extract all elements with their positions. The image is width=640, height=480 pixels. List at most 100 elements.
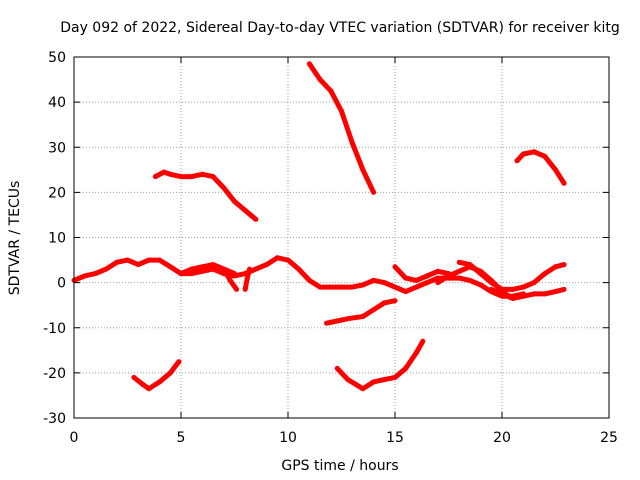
data-point — [131, 374, 137, 380]
x-tick-label: 10 — [279, 430, 297, 446]
data-point — [403, 365, 409, 371]
x-tick-label: 5 — [177, 430, 186, 446]
data-point — [253, 216, 259, 222]
y-tick-label: 10 — [48, 231, 66, 247]
data-point — [542, 271, 548, 277]
series-layer — [71, 61, 567, 392]
data-point — [334, 318, 340, 324]
data-point — [178, 174, 184, 180]
y-tick-label: -10 — [43, 321, 66, 337]
data-point — [392, 374, 398, 380]
data-point — [140, 381, 145, 387]
x-tick-label: 25 — [600, 430, 618, 446]
y-tick-label: 50 — [48, 50, 66, 66]
y-tick-label: -30 — [43, 411, 66, 427]
series-arc-7 — [458, 259, 565, 292]
x-tick-label: 15 — [386, 430, 404, 446]
data-point — [403, 289, 409, 295]
data-point — [92, 271, 98, 277]
data-point — [488, 286, 494, 292]
data-point — [392, 284, 398, 290]
data-point — [542, 153, 548, 159]
data-point — [253, 266, 259, 272]
data-point — [114, 259, 120, 265]
data-point — [146, 386, 152, 392]
data-point — [456, 275, 462, 281]
data-point — [531, 280, 537, 286]
data-point — [424, 280, 430, 286]
data-point — [242, 207, 248, 213]
x-tick-label: 0 — [70, 430, 79, 446]
data-point — [242, 286, 248, 292]
chart-title: Day 092 of 2022, Sidereal Day-to-day VTE… — [60, 20, 620, 36]
data-point — [135, 262, 141, 268]
y-tick-label: 40 — [48, 95, 66, 111]
data-point — [371, 307, 377, 313]
tick-labels: 0 5 10 15 20 25 -30 -20 -10 0 10 20 30 40 50 — [43, 50, 618, 446]
data-point — [167, 264, 173, 270]
data-point — [542, 291, 548, 297]
data-point — [514, 158, 520, 164]
data-point — [435, 268, 441, 274]
data-point — [210, 262, 216, 268]
data-point — [227, 277, 233, 283]
data-point — [371, 277, 377, 283]
data-point — [371, 189, 377, 195]
data-point — [381, 377, 387, 383]
data-point — [561, 286, 567, 292]
data-point — [324, 320, 329, 326]
data-point — [520, 284, 526, 290]
data-point — [467, 262, 473, 268]
data-point — [392, 264, 398, 270]
data-point — [349, 140, 355, 146]
y-tick-label: -20 — [43, 366, 66, 382]
data-point — [176, 359, 182, 365]
data-point — [553, 167, 558, 173]
data-point — [157, 257, 163, 263]
data-point — [264, 262, 270, 268]
data-point — [189, 174, 195, 180]
y-axis-label: SDTVAR / TECUs — [7, 181, 23, 296]
data-point — [561, 262, 567, 268]
data-point — [234, 286, 240, 292]
data-point — [178, 271, 184, 277]
data-point — [456, 259, 462, 265]
data-point — [478, 282, 484, 288]
data-point — [161, 169, 167, 175]
data-point — [413, 277, 419, 283]
data-point — [561, 180, 567, 186]
series-arc-11 — [515, 149, 567, 185]
data-point — [285, 257, 291, 263]
data-point — [349, 284, 355, 290]
y-tick-label: 30 — [48, 140, 66, 156]
data-point — [456, 268, 462, 274]
x-axis-label: GPS time / hours — [281, 458, 398, 474]
data-point — [167, 171, 173, 177]
series-arc-13 — [335, 340, 425, 392]
data-point — [328, 284, 334, 290]
data-point — [232, 273, 237, 279]
series-arc-1 — [73, 257, 192, 283]
data-point — [317, 77, 323, 83]
data-point — [210, 266, 216, 272]
y-tick-label: 20 — [48, 185, 66, 201]
data-point — [392, 298, 398, 304]
data-point — [499, 286, 505, 292]
data-point — [531, 291, 537, 297]
data-point — [125, 257, 130, 263]
data-point — [317, 284, 323, 290]
data-point — [232, 198, 237, 204]
data-point — [146, 257, 152, 263]
data-point — [413, 350, 419, 356]
data-point — [189, 266, 195, 272]
data-point — [360, 282, 366, 288]
data-point — [157, 379, 163, 385]
data-point — [339, 284, 344, 290]
data-point — [328, 88, 334, 94]
data-point — [478, 271, 484, 277]
data-point — [413, 284, 419, 290]
series-arc-9 — [154, 169, 258, 222]
data-point — [199, 268, 205, 274]
data-point — [420, 338, 426, 344]
